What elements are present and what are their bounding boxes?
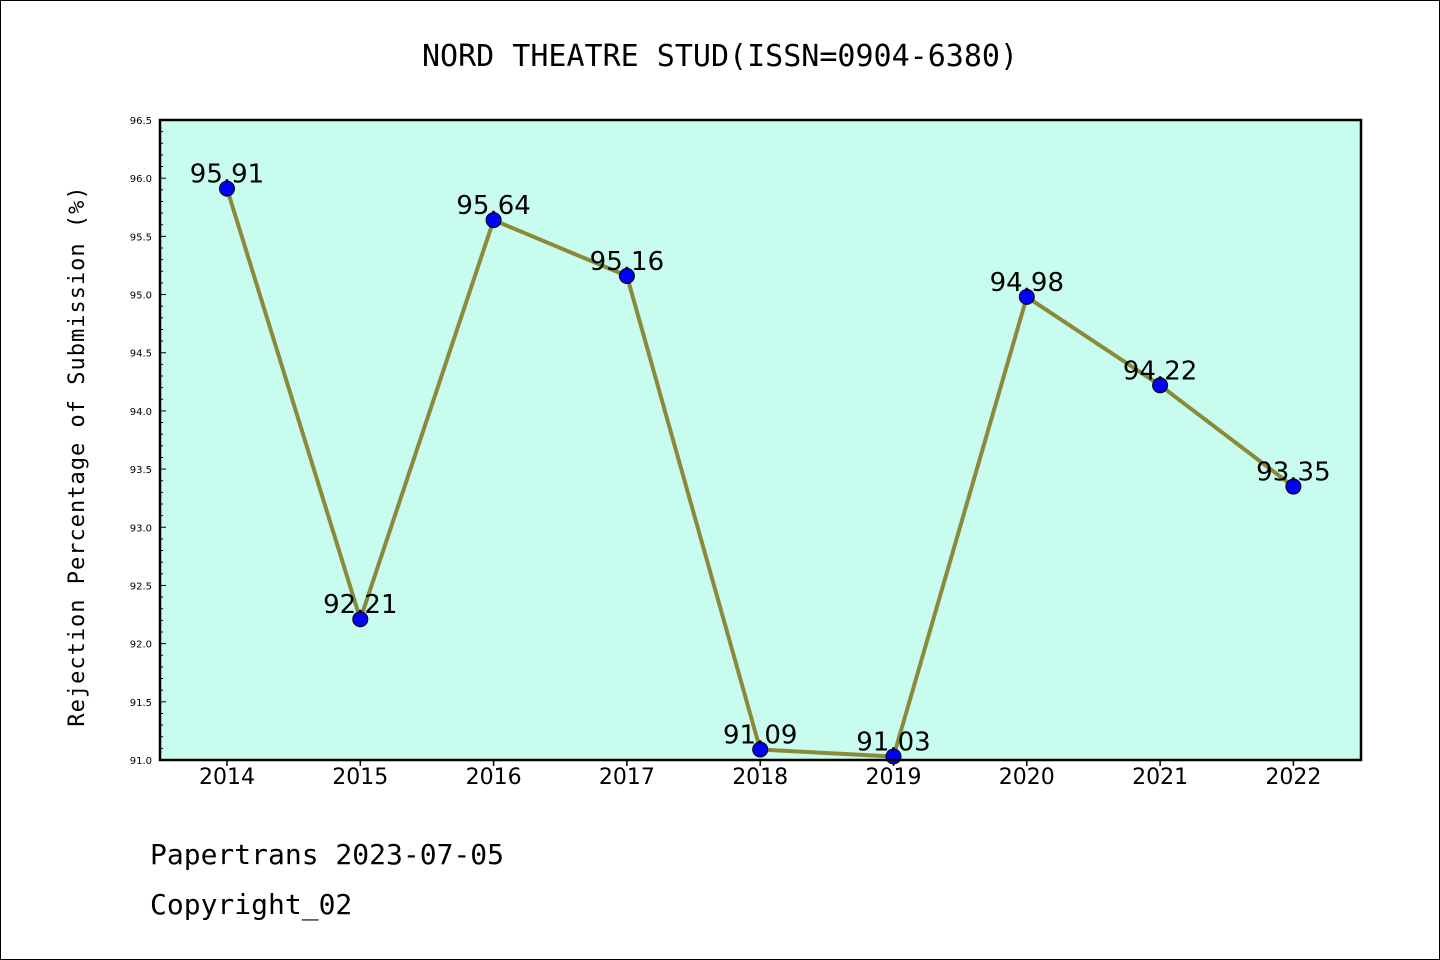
data-point <box>752 741 769 758</box>
data-labels-group: 95.91 92.21 95.64 95.16 91.09 91.03 94.98 94.22… <box>190 160 1331 758</box>
plot-border <box>158 118 1363 762</box>
x-axis: 2014 2015 2016 2017 2018 2019 2020 2021 2022 <box>199 760 1321 790</box>
x-tick-label: 2022 <box>1265 765 1321 790</box>
x-tick-label: 2018 <box>732 765 788 790</box>
y-tick-label: 96.5 <box>130 116 152 127</box>
footer-date: Papertrans 2023-07-05 <box>150 838 504 871</box>
data-label: 95.16 <box>590 247 664 277</box>
chart-title: NORD THEATRE STUD(ISSN=0904-6380) <box>422 39 1018 74</box>
data-point <box>219 180 235 197</box>
y-tick-label: 92.0 <box>130 640 152 651</box>
data-label: 91.03 <box>856 728 930 758</box>
data-point <box>618 267 635 284</box>
x-tick-label: 2019 <box>866 765 922 790</box>
y-tick-label: 92.5 <box>130 581 152 592</box>
data-point <box>1285 478 1302 495</box>
y-tick-label: 94.0 <box>130 407 152 418</box>
y-tick-label: 95.0 <box>130 291 152 302</box>
data-point <box>352 611 369 628</box>
footer-copyright: Copyright_02 <box>150 888 352 922</box>
plot-area <box>160 120 1361 760</box>
x-tick-label: 2014 <box>199 765 255 790</box>
y-axis-label: Rejection Percentage of Submission (%) <box>65 185 90 726</box>
markers-group <box>219 180 1302 765</box>
data-label: 94.22 <box>1123 356 1197 386</box>
y-tick-label: 96.0 <box>130 174 152 185</box>
data-point <box>1152 377 1169 394</box>
y-tick-label: 95.5 <box>130 232 152 243</box>
data-label: 93.35 <box>1256 458 1330 488</box>
data-label: 92.21 <box>323 590 397 620</box>
data-label: 95.91 <box>190 160 264 190</box>
x-tick-label: 2021 <box>1132 765 1188 790</box>
x-tick-label: 2016 <box>466 765 522 790</box>
y-tick-label: 94.5 <box>130 349 152 360</box>
data-point <box>1018 288 1035 305</box>
data-label: 91.09 <box>723 721 797 751</box>
y-tick-label: 93.5 <box>130 465 152 476</box>
x-tick-label: 2017 <box>599 765 655 790</box>
x-tick-label: 2015 <box>332 765 388 790</box>
data-point <box>485 212 502 229</box>
data-label: 95.64 <box>456 191 530 221</box>
y-tick-label: 93.0 <box>130 523 152 534</box>
x-tick-label: 2020 <box>999 765 1055 790</box>
data-label: 94.98 <box>990 268 1064 298</box>
y-tick-label: 91.0 <box>130 756 152 767</box>
y-tick-label: 91.5 <box>130 698 152 709</box>
